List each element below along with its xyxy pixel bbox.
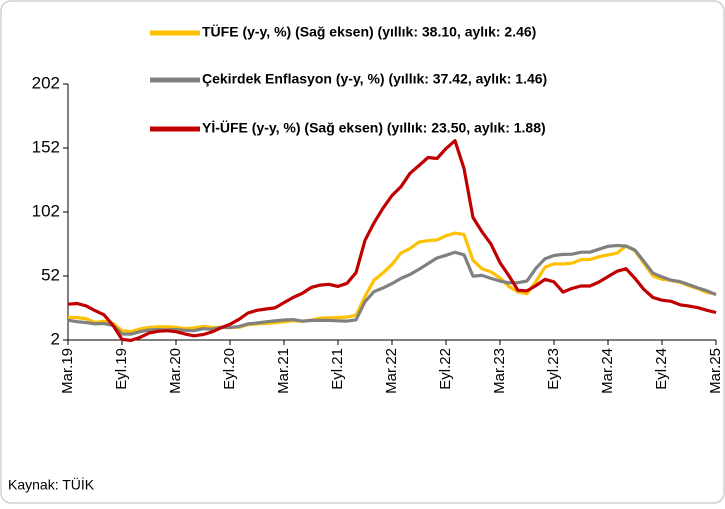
y-tick-label: 102 (32, 201, 60, 220)
y-tick-label: 152 (32, 137, 60, 156)
x-tick-label: Mar.19 (59, 348, 76, 394)
series-line (67, 139, 717, 342)
x-tick-label: Mar.20 (167, 348, 184, 394)
y-tick-label: 2 (51, 329, 60, 348)
series-line (67, 243, 717, 336)
x-tick-label: Mar.21 (275, 348, 292, 394)
legend-label: TÜFE (y-y, %) (Sağ eksen) (yıllık: 38.10… (202, 24, 536, 40)
x-tick-label: Mar.25 (707, 348, 724, 394)
x-tick-label: Eyl.20 (221, 348, 238, 390)
x-tick-label: Mar.23 (491, 348, 508, 394)
x-tick-label: Mar.22 (383, 348, 400, 394)
x-tick-label: Eyl.22 (437, 348, 454, 390)
y-tick-label: 52 (41, 265, 60, 284)
x-tick-label: Eyl.21 (329, 348, 346, 390)
legend-label: Çekirdek Enflasyon (y-y, %) (yıllık: 37.… (202, 71, 547, 87)
source: Kaynak: TÜİK (8, 476, 95, 493)
y-tick-label: 202 (32, 73, 60, 92)
x-tick-label: Eyl.19 (113, 348, 130, 390)
series-line (67, 231, 717, 334)
legend-label: Yİ-ÜFE (y-y, %) (Sağ eksen) (yıllık: 23.… (202, 120, 546, 136)
x-tick-label: Eyl.24 (653, 348, 670, 390)
x-tick-label: Mar.24 (599, 348, 616, 394)
x-tick-label: Eyl.23 (545, 348, 562, 390)
